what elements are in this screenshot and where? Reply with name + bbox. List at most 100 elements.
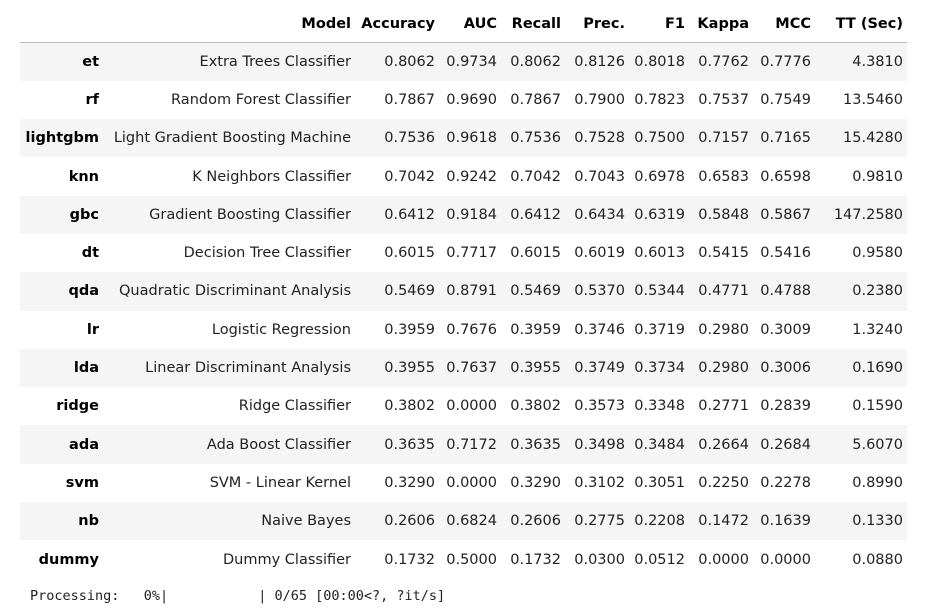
cell-model: Logistic Regression xyxy=(211,321,351,338)
row-index: svm xyxy=(65,474,99,491)
cell-kappa: 0.1472 xyxy=(698,513,749,530)
table-row: et Extra Trees Classifier 0.8062 0.9734 0.80… xyxy=(20,42,907,81)
cell-auc: 0.7637 xyxy=(446,360,497,377)
cell-prec: 0.3498 xyxy=(574,436,625,453)
cell-tt: 0.9810 xyxy=(852,168,903,185)
cell-mcc: 0.5416 xyxy=(760,245,811,262)
cell-recall: 0.2606 xyxy=(510,513,561,530)
cell-recall: 0.7867 xyxy=(510,91,561,108)
cell-prec: 0.3573 xyxy=(574,398,625,415)
table-row: dt Decision Tree Classifier 0.6015 0.7717 0.… xyxy=(20,233,907,273)
cell-f1: 0.6013 xyxy=(634,245,685,262)
cell-tt: 5.6070 xyxy=(852,436,903,453)
cell-kappa: 0.2664 xyxy=(698,436,749,453)
row-index: et xyxy=(82,53,99,70)
cell-model: Quadratic Discriminant Analysis xyxy=(119,283,351,300)
cell-f1: 0.3734 xyxy=(634,360,685,377)
cell-auc: 0.9242 xyxy=(446,168,497,185)
cell-auc: 0.0000 xyxy=(446,474,497,491)
cell-recall: 0.3959 xyxy=(510,321,561,338)
cell-f1: 0.5344 xyxy=(634,283,685,300)
column-header-auc: AUC xyxy=(439,6,501,43)
cell-tt: 1.3240 xyxy=(852,321,903,338)
cell-recall: 0.3635 xyxy=(510,436,561,453)
table-row: ridge Ridge Classifier 0.3802 0.0000 0.3802 0… xyxy=(20,387,907,426)
cell-f1: 0.7500 xyxy=(634,130,685,147)
cell-auc: 0.8791 xyxy=(446,283,497,300)
cell-recall: 0.3955 xyxy=(510,360,561,377)
progress-bar xyxy=(168,590,258,602)
table-row: gbc Gradient Boosting Classifier 0.6412 0.9… xyxy=(20,195,907,234)
cell-prec: 0.2775 xyxy=(574,513,625,530)
cell-kappa: 0.2980 xyxy=(698,360,749,377)
cell-kappa: 0.5415 xyxy=(698,245,749,262)
column-header-index xyxy=(20,6,103,43)
cell-accuracy: 0.3955 xyxy=(384,360,435,377)
cell-f1: 0.8018 xyxy=(634,53,685,70)
cell-mcc: 0.0000 xyxy=(760,551,811,568)
cell-model: Light Gradient Boosting Machine xyxy=(113,130,351,147)
row-index: lr xyxy=(86,321,99,338)
progress-status: Processing: 0%| | 0/65 [00:00<?, ?it/s] xyxy=(30,588,445,604)
cell-auc: 0.7676 xyxy=(446,321,497,338)
cell-kappa: 0.2771 xyxy=(698,398,749,415)
cell-recall: 0.6015 xyxy=(510,245,561,262)
cell-model: SVM - Linear Kernel xyxy=(209,474,351,491)
cell-accuracy: 0.3959 xyxy=(384,321,435,338)
cell-accuracy: 0.1732 xyxy=(384,551,435,568)
cell-model: Extra Trees Classifier xyxy=(199,53,351,70)
cell-mcc: 0.2684 xyxy=(760,436,811,453)
cell-tt: 15.4280 xyxy=(843,130,903,147)
cell-prec: 0.7528 xyxy=(574,130,625,147)
cell-model: Random Forest Classifier xyxy=(171,91,351,108)
row-index: gbc xyxy=(69,206,99,223)
table-body: et Extra Trees Classifier 0.8062 0.9734 0.80… xyxy=(20,42,907,579)
cell-accuracy: 0.7042 xyxy=(384,168,435,185)
cell-kappa: 0.7762 xyxy=(698,53,749,70)
cell-auc: 0.7717 xyxy=(446,245,497,262)
cell-f1: 0.3719 xyxy=(634,321,685,338)
table-row: knn K Neighbors Classifier 0.7042 0.9242 0.7… xyxy=(20,157,907,196)
cell-kappa: 0.6583 xyxy=(698,168,749,185)
row-index: ada xyxy=(69,436,99,453)
cell-mcc: 0.3006 xyxy=(760,360,811,377)
cell-mcc: 0.7165 xyxy=(760,130,811,147)
cell-f1: 0.3484 xyxy=(634,436,685,453)
cell-accuracy: 0.2606 xyxy=(384,513,435,530)
cell-model: Dummy Classifier xyxy=(223,551,351,568)
table-row: svm SVM - Linear Kernel 0.3290 0.0000 0.3290… xyxy=(20,463,907,503)
cell-f1: 0.0512 xyxy=(634,551,685,568)
cell-recall: 0.6412 xyxy=(510,206,561,223)
cell-prec: 0.6019 xyxy=(574,245,625,262)
cell-tt: 147.2580 xyxy=(833,206,903,223)
cell-auc: 0.9184 xyxy=(446,206,497,223)
cell-recall: 0.7536 xyxy=(510,130,561,147)
row-index: qda xyxy=(68,283,99,300)
cell-model: Decision Tree Classifier xyxy=(183,245,351,262)
cell-mcc: 0.2839 xyxy=(760,398,811,415)
cell-model: Linear Discriminant Analysis xyxy=(145,360,351,377)
row-index: knn xyxy=(68,168,99,185)
cell-tt: 0.1690 xyxy=(852,360,903,377)
cell-tt: 0.2380 xyxy=(852,283,903,300)
progress-counter: | 0/65 [00:00<?, ?it/s] xyxy=(258,588,446,604)
cell-tt: 13.5460 xyxy=(843,91,903,108)
cell-f1: 0.3051 xyxy=(634,474,685,491)
cell-tt: 4.3810 xyxy=(852,53,903,70)
cell-kappa: 0.5848 xyxy=(698,206,749,223)
cell-prec: 0.6434 xyxy=(574,206,625,223)
cell-recall: 0.3290 xyxy=(510,474,561,491)
cell-prec: 0.7900 xyxy=(574,91,625,108)
column-header-model: Model xyxy=(103,6,355,43)
column-header-f1: F1 xyxy=(629,6,689,43)
cell-kappa: 0.0000 xyxy=(698,551,749,568)
cell-prec: 0.5370 xyxy=(574,283,625,300)
column-header-mcc: MCC xyxy=(753,6,815,43)
column-header-prec: Prec. xyxy=(565,6,629,43)
column-header-recall: Recall xyxy=(501,6,565,43)
row-index: dummy xyxy=(38,551,99,568)
cell-prec: 0.3102 xyxy=(574,474,625,491)
row-index: ridge xyxy=(56,398,99,415)
table-row: rf Random Forest Classifier 0.7867 0.9690 0.… xyxy=(20,80,907,120)
progress-label: Processing: xyxy=(30,588,120,604)
